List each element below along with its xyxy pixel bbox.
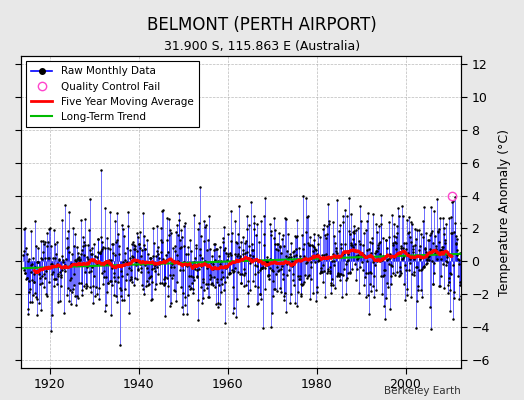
Text: Berkeley Earth: Berkeley Earth xyxy=(385,386,461,396)
Legend: Raw Monthly Data, Quality Control Fail, Five Year Moving Average, Long-Term Tren: Raw Monthly Data, Quality Control Fail, … xyxy=(26,61,199,127)
Y-axis label: Temperature Anomaly (°C): Temperature Anomaly (°C) xyxy=(498,128,511,296)
Text: BELMONT (PERTH AIRPORT): BELMONT (PERTH AIRPORT) xyxy=(147,16,377,34)
Text: 31.900 S, 115.863 E (Australia): 31.900 S, 115.863 E (Australia) xyxy=(164,40,360,53)
